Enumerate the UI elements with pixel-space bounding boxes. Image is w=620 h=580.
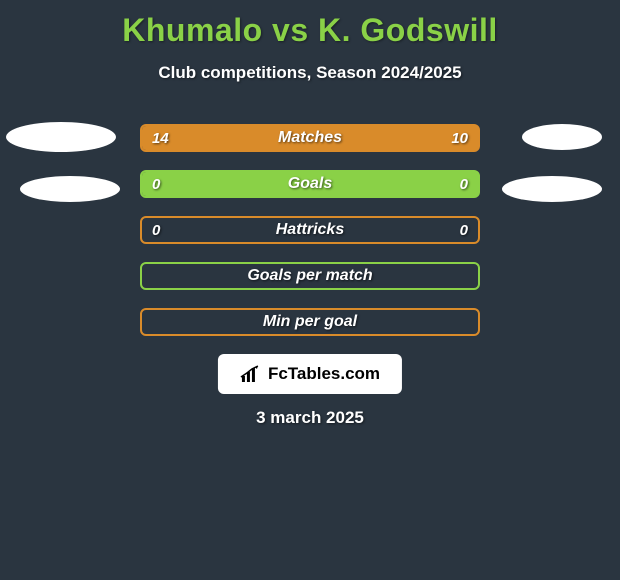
chart-icon [240,364,262,384]
bar-label: Goals [288,175,332,193]
bar-right-value: 0 [460,176,468,193]
bar-label: Hattricks [276,221,344,239]
bar-right-value: 10 [451,130,468,147]
bar-goals: 0 Goals 0 [140,170,480,198]
bar-min-per-goal: Min per goal [140,308,480,336]
bar-left-value: 0 [152,176,160,193]
bar-left-value: 14 [152,130,169,147]
bar-label: Goals per match [247,267,372,285]
bar-right-value: 0 [460,222,468,239]
logo-box: FcTables.com [218,354,402,394]
player-avatar-right-1 [522,124,602,150]
bar-goals-per-match: Goals per match [140,262,480,290]
logo-text: FcTables.com [268,364,380,384]
comparison-bars: 14 Matches 10 0 Goals 0 0 Hattricks 0 Go… [140,124,480,354]
player-avatar-left-1 [6,122,116,152]
bar-label: Min per goal [263,313,357,331]
date-text: 3 march 2025 [0,408,620,428]
bar-matches: 14 Matches 10 [140,124,480,152]
bar-label: Matches [278,129,342,147]
player-avatar-left-2 [20,176,120,202]
bar-left-value: 0 [152,222,160,239]
bar-hattricks: 0 Hattricks 0 [140,216,480,244]
page-title: Khumalo vs K. Godswill [0,0,620,49]
player-avatar-right-2 [502,176,602,202]
subtitle: Club competitions, Season 2024/2025 [0,63,620,83]
